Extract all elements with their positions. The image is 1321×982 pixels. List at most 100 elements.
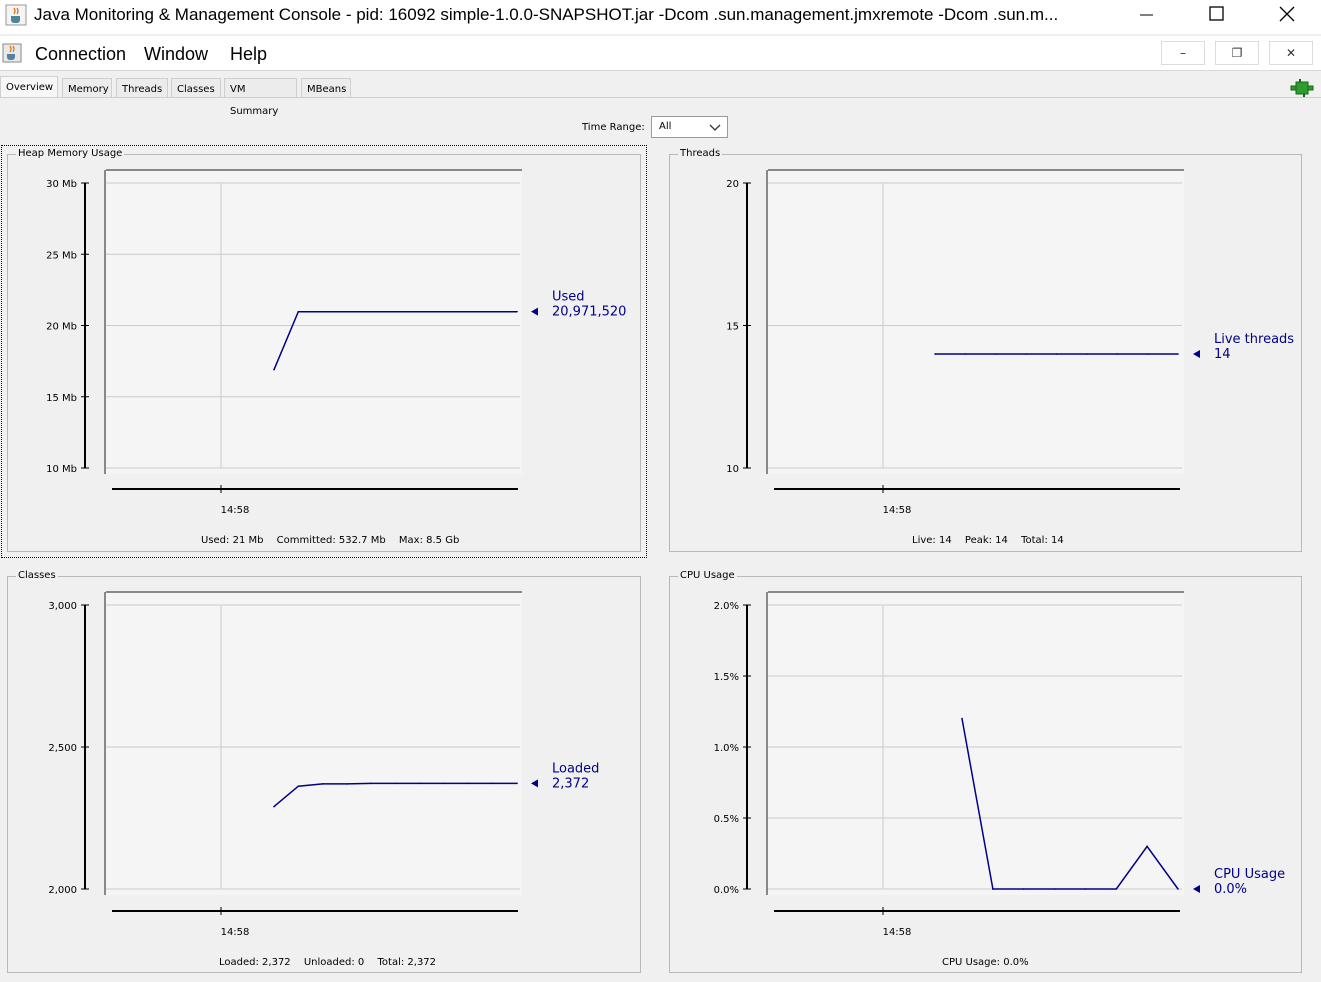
legend-value: 0.0% [1214, 882, 1247, 897]
threads-panel[interactable]: Threads 20 15 10 14:58 Live threads 14 Live: … [669, 148, 1302, 552]
data-point [516, 310, 518, 313]
data-point [961, 717, 963, 720]
y-tick-label: 2.0% [714, 601, 739, 612]
data-point [491, 310, 494, 313]
tab-overview[interactable]: Overview [0, 76, 58, 98]
menu-window[interactable]: Window [144, 44, 209, 64]
x-tick-label: 14:58 [883, 927, 912, 938]
cpu-usage-panel[interactable]: CPU Usage 2.0% 1.5% 1.0% 0.5% 0.0% 14:58 CPU U… [669, 570, 1302, 973]
connection-status-icon[interactable] [1290, 78, 1314, 98]
data-point [394, 782, 397, 785]
legend-name: CPU Usage [1214, 867, 1285, 882]
tab-threads[interactable]: Threads [116, 78, 168, 98]
y-tick-label: 1.5% [714, 672, 739, 683]
tab-memory[interactable]: Memory [62, 78, 112, 98]
y-tick-label: 15 [726, 322, 739, 333]
classes-panel[interactable]: Classes 3,000 2,500 2,000 14:58 Loaded 2,372 … [7, 570, 641, 973]
data-point [394, 310, 397, 313]
data-point [273, 368, 275, 371]
plot-area [106, 593, 522, 895]
panel-title: CPU Usage [678, 570, 737, 581]
close-button[interactable] [1256, 0, 1316, 34]
data-point [1115, 888, 1118, 890]
data-point [994, 353, 997, 355]
stat-total: Total: 14 [1021, 535, 1064, 546]
data-point [297, 310, 300, 313]
stat-used: Used: 21 Mb [201, 535, 264, 546]
stat-max: Max: 8.5 Gb [398, 535, 460, 546]
series-line [961, 718, 1179, 890]
legend-marker-icon [1193, 350, 1200, 358]
tab-mbeans[interactable]: MBeans [301, 78, 351, 98]
minimize-icon [1140, 14, 1153, 16]
plot-area [106, 171, 522, 474]
time-range-select[interactable]: All [651, 116, 728, 138]
data-point [992, 888, 994, 890]
internal-close-button[interactable]: ✕ [1269, 41, 1313, 65]
stat-live: Live: 14 [912, 535, 952, 546]
panel-title: Heap Memory Usage [16, 148, 125, 159]
data-point [964, 353, 967, 355]
stat-total: Total: 2,372 [377, 957, 437, 968]
y-tick-label: 25 Mb [46, 250, 77, 261]
data-point [467, 310, 470, 313]
menu-help[interactable]: Help [230, 44, 268, 64]
panel-title: Threads [678, 148, 723, 159]
data-point [321, 310, 324, 313]
tab-vm-summary[interactable]: VM Summary [224, 78, 297, 117]
legend-value: 14 [1214, 347, 1231, 362]
stat-unloaded: Unloaded: 0 [303, 957, 365, 968]
data-point [516, 782, 518, 785]
y-tick-label: 1.0% [714, 743, 739, 754]
data-point [419, 782, 421, 785]
x-tick-label: 14:58 [883, 505, 912, 516]
data-point [346, 310, 348, 313]
tab-classes[interactable]: Classes [171, 78, 221, 98]
legend-value: 20,971,520 [552, 305, 626, 320]
data-point [1177, 353, 1179, 355]
panel-title: Classes [16, 570, 58, 581]
y-tick-label: 15 Mb [46, 393, 77, 404]
minimize-button[interactable] [1115, 0, 1175, 34]
stat-committed: Committed: 532.7 Mb [276, 535, 386, 546]
classes-stats: Loaded: 2,372 Unloaded: 0 Total: 2,372 [219, 957, 446, 968]
data-point [443, 310, 445, 313]
internal-minimize-button[interactable]: – [1161, 41, 1205, 65]
x-tick-label: 14:58 [221, 927, 250, 938]
data-point [1116, 353, 1119, 355]
data-point [491, 782, 494, 785]
data-point [1084, 888, 1087, 890]
close-icon [1279, 6, 1295, 22]
time-range-value: All [659, 121, 672, 132]
y-tick-label: 30 Mb [46, 179, 77, 190]
time-range-label: Time Range: [582, 122, 645, 133]
y-tick-label: 10 [726, 464, 739, 475]
chevron-down-icon [709, 124, 721, 131]
internal-restore-button[interactable]: ❐ [1215, 41, 1259, 65]
y-tick-label: 20 Mb [46, 322, 77, 333]
data-point [1055, 353, 1058, 355]
legend-marker-icon [531, 779, 538, 788]
legend-name: Live threads [1214, 332, 1294, 347]
data-point [370, 782, 373, 785]
data-point [1053, 888, 1056, 890]
legend-value: 2,372 [552, 776, 589, 791]
maximize-icon [1209, 6, 1224, 21]
data-point [370, 310, 373, 313]
title-bar: Java Monitoring & Management Console - p… [0, 0, 1321, 34]
data-point [1146, 845, 1148, 848]
tab-bar: Overview Memory Threads Classes VM Summa… [0, 76, 1321, 117]
y-tick-label: 10 Mb [46, 464, 77, 475]
heap-memory-panel[interactable]: Heap Memory Usage 30 Mb 25 Mb 20 Mb 15 Mb 10… [7, 148, 641, 552]
menu-connection[interactable]: Connection [35, 44, 127, 64]
data-point [273, 805, 275, 808]
java-cup-icon [2, 43, 22, 63]
data-point [1177, 888, 1179, 890]
data-point [467, 782, 470, 785]
heap-memory-stats: Used: 21 Mb Committed: 532.7 Mb Max: 8.5… [201, 535, 469, 546]
data-point [419, 310, 421, 313]
maximize-button[interactable] [1185, 0, 1245, 34]
menu-bar: Connection Window Help – ❐ ✕ [0, 36, 1321, 71]
